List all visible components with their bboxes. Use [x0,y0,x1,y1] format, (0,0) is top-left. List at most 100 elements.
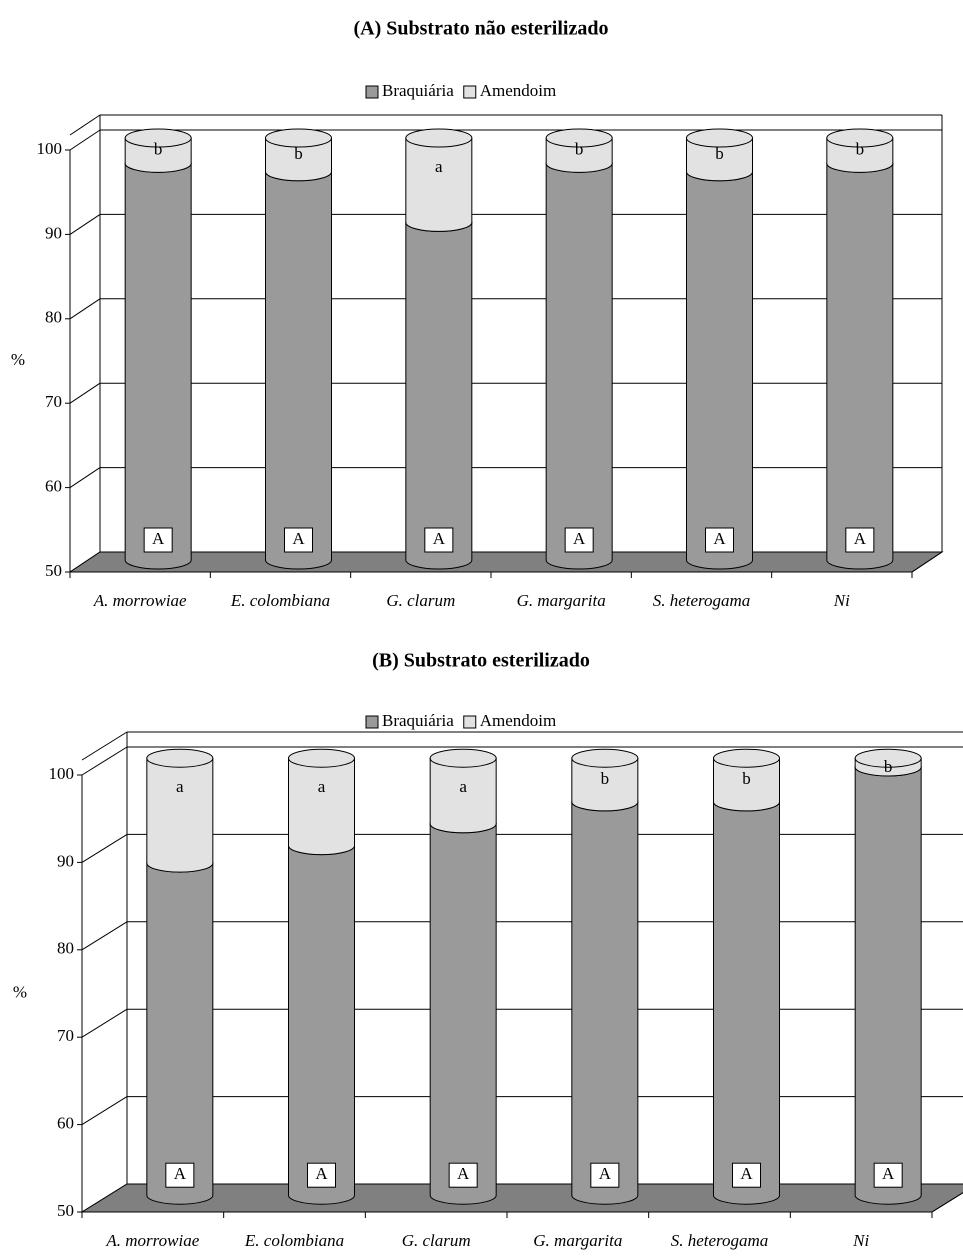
y-tick-label: 90 [57,851,74,870]
bar-letter: A [152,529,165,548]
letter-box [165,1162,195,1188]
cylinder-top [571,748,639,768]
cylinder-top [124,128,192,148]
x-tick-label: A. morrowiae [93,591,187,610]
bar [826,153,894,570]
bar-letter: A [433,529,446,548]
bar-letter: b [856,140,865,159]
bar [854,757,922,1205]
bar-letter: A [854,529,867,548]
cylinder-body [826,162,894,570]
cylinder-top [686,128,753,148]
legend-label: Amendoim [480,81,557,100]
letter-box [845,527,875,553]
bar-letter: a [459,777,467,796]
bar-letter: a [435,157,443,176]
y-tick-label: 60 [57,1114,74,1133]
y-tick-label: 80 [57,939,74,958]
letter-box [590,1162,620,1188]
bar-letter: A [740,1164,753,1183]
y-tick-label: 60 [45,477,62,496]
cylinder-body [146,757,214,873]
cylinder-top [265,128,332,148]
bar [288,748,355,856]
bar-letter: a [176,777,184,796]
cylinder-body [265,137,332,182]
y-tick-label: 90 [45,223,62,242]
letter-box [307,1162,336,1188]
bar [713,748,780,812]
cylinder-body [288,757,355,856]
y-tick-label: 70 [45,392,62,411]
cylinder-body [405,221,473,570]
chart-title: (A) Substrato não esterilizado [354,18,609,40]
letter-box [448,1162,478,1188]
bar [265,128,332,182]
bar [405,212,473,570]
bar [288,836,355,1205]
bar [854,748,922,777]
cylinder-body [545,162,613,570]
letter-box [284,527,313,553]
chart-title: (B) Substrato esterilizado [372,650,590,672]
bar-letter: A [882,1164,895,1183]
x-tick-label: E. colombiana [230,591,330,610]
bar-letter: b [601,769,610,788]
bar-letter: b [884,757,893,776]
legend-swatch [365,85,379,99]
grid-line [69,298,101,320]
cylinder-top [826,128,894,148]
cylinder-top [146,748,214,768]
cylinder-body [124,137,192,173]
bar-letter: b [715,144,724,163]
bar [545,128,613,173]
cylinder-body [429,757,497,834]
grid-line [69,382,101,404]
x-tick-label: G. margarita [533,1231,622,1250]
bar-letter: A [315,1164,328,1183]
grid-line [69,213,101,235]
legend-label: Braquiária [382,81,454,100]
x-tick-label: A. morrowiae [105,1231,199,1250]
bar-letter: A [292,529,305,548]
bar-letter: b [575,140,584,159]
cylinder-body [288,845,355,1205]
floor-edge [911,551,943,573]
bar [571,792,639,1205]
bar [571,748,639,812]
x-tick-label: G. clarum [386,591,455,610]
bar [429,814,497,1205]
cylinder-body [854,766,922,1205]
cylinder-body [826,137,894,173]
x-tick-label: S. heterogama [671,1231,769,1250]
letter-box [873,1162,903,1188]
grid-line [69,467,101,489]
cylinder-body [713,801,780,1205]
bar-letter: b [742,769,751,788]
y-tick-label: 50 [57,1201,74,1220]
bar-letter: A [457,1164,470,1183]
x-tick-label: Ni [833,591,850,610]
x-tick-label: G. clarum [402,1231,471,1250]
bar [545,153,613,570]
cylinder-top [405,128,473,148]
grid-line [81,921,128,951]
legend-swatch [463,85,477,99]
y-tick-label: 50 [45,561,62,580]
letter-box [705,527,734,553]
y-tick-label: 100 [49,764,75,783]
cylinder-body [713,757,780,812]
bar-letter: A [713,529,726,548]
cylinder-body [429,823,497,1205]
bar-letter: b [294,144,303,163]
letter-box [564,527,594,553]
bar-letter: A [573,529,586,548]
cylinder-body [686,171,753,570]
bar-letter: b [154,140,163,159]
x-tick-label: G. margarita [517,591,606,610]
y-axis-label: % [13,982,27,1001]
cylinder-body [146,862,214,1205]
bar [124,153,192,570]
cylinder-top [854,748,922,768]
